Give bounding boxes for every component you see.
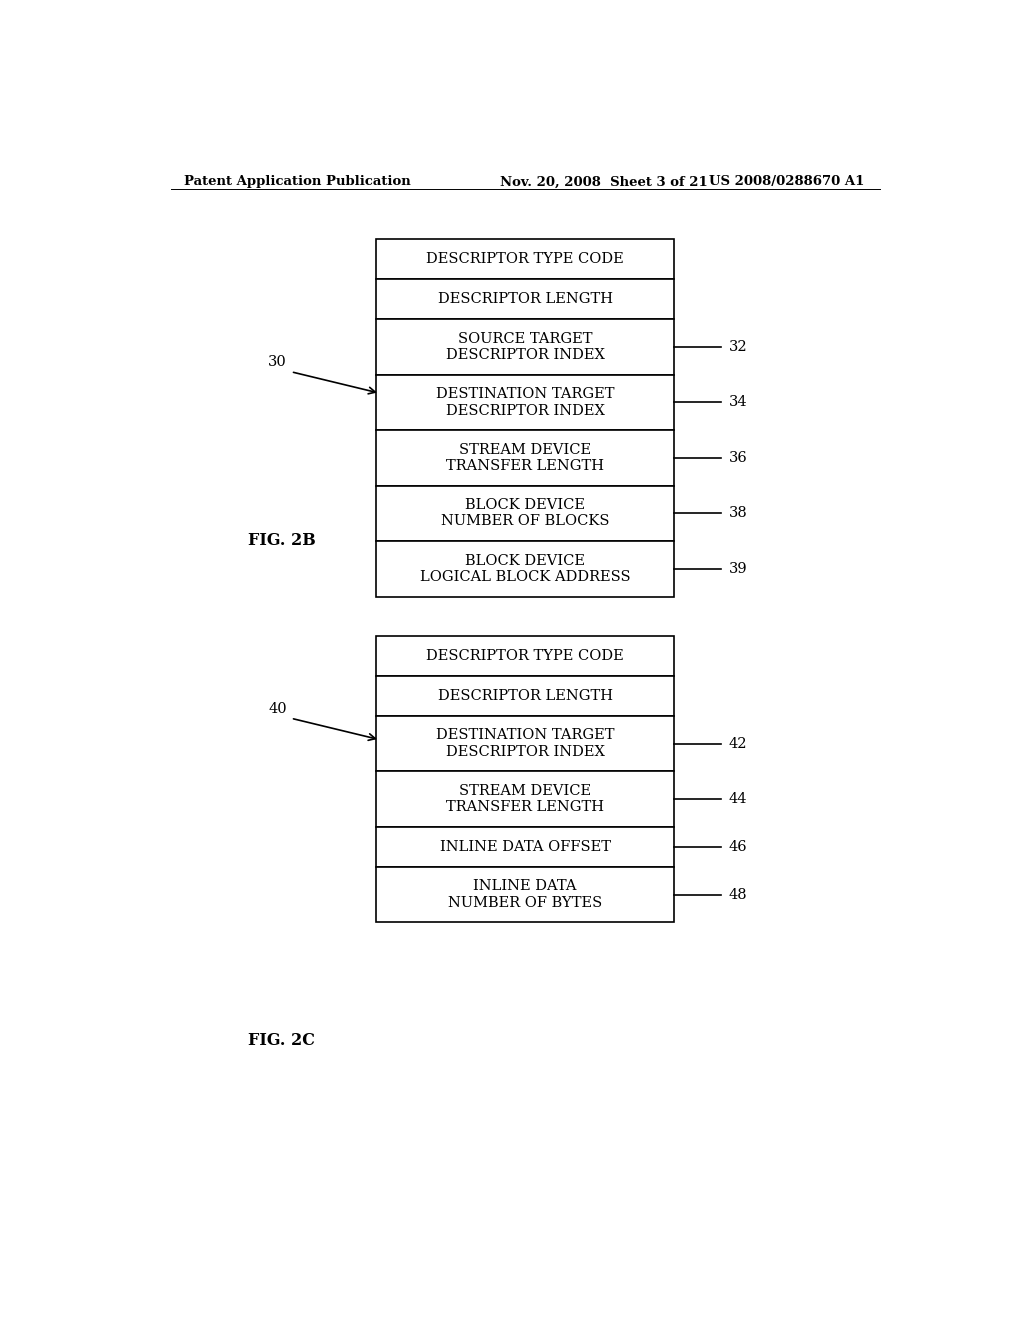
Text: DESCRIPTOR LENGTH: DESCRIPTOR LENGTH bbox=[437, 689, 612, 702]
Text: DESTINATION TARGET
DESCRIPTOR INDEX: DESTINATION TARGET DESCRIPTOR INDEX bbox=[436, 729, 614, 759]
Bar bbox=[376, 715, 675, 771]
Text: 38: 38 bbox=[729, 507, 748, 520]
Text: Patent Application Publication: Patent Application Publication bbox=[183, 176, 411, 189]
Text: BLOCK DEVICE
LOGICAL BLOCK ADDRESS: BLOCK DEVICE LOGICAL BLOCK ADDRESS bbox=[420, 553, 631, 583]
Bar bbox=[376, 867, 675, 923]
Text: BLOCK DEVICE
NUMBER OF BLOCKS: BLOCK DEVICE NUMBER OF BLOCKS bbox=[441, 498, 609, 528]
Text: 36: 36 bbox=[729, 451, 748, 465]
Bar bbox=[376, 319, 675, 375]
Text: 30: 30 bbox=[268, 355, 287, 370]
Bar bbox=[376, 541, 675, 597]
Text: Nov. 20, 2008  Sheet 3 of 21: Nov. 20, 2008 Sheet 3 of 21 bbox=[500, 176, 708, 189]
Text: STREAM DEVICE
TRANSFER LENGTH: STREAM DEVICE TRANSFER LENGTH bbox=[446, 442, 604, 473]
Text: 42: 42 bbox=[729, 737, 748, 751]
Text: 40: 40 bbox=[268, 702, 287, 715]
Text: STREAM DEVICE
TRANSFER LENGTH: STREAM DEVICE TRANSFER LENGTH bbox=[446, 784, 604, 814]
Bar bbox=[376, 636, 675, 676]
Bar bbox=[376, 375, 675, 430]
Text: DESCRIPTOR TYPE CODE: DESCRIPTOR TYPE CODE bbox=[426, 649, 624, 663]
Text: 34: 34 bbox=[729, 396, 748, 409]
Bar bbox=[376, 676, 675, 715]
Text: DESCRIPTOR LENGTH: DESCRIPTOR LENGTH bbox=[437, 292, 612, 306]
Text: DESTINATION TARGET
DESCRIPTOR INDEX: DESTINATION TARGET DESCRIPTOR INDEX bbox=[436, 387, 614, 417]
Bar bbox=[376, 486, 675, 541]
Text: 39: 39 bbox=[729, 562, 748, 576]
Text: INLINE DATA OFFSET: INLINE DATA OFFSET bbox=[439, 840, 610, 854]
Text: FIG. 2C: FIG. 2C bbox=[248, 1032, 315, 1049]
Bar bbox=[376, 430, 675, 486]
Text: 44: 44 bbox=[729, 792, 748, 807]
Text: 46: 46 bbox=[729, 840, 748, 854]
Text: DESCRIPTOR TYPE CODE: DESCRIPTOR TYPE CODE bbox=[426, 252, 624, 267]
Bar bbox=[376, 771, 675, 826]
Text: INLINE DATA
NUMBER OF BYTES: INLINE DATA NUMBER OF BYTES bbox=[449, 879, 602, 909]
Text: US 2008/0288670 A1: US 2008/0288670 A1 bbox=[709, 176, 864, 189]
Bar bbox=[376, 280, 675, 319]
Text: FIG. 2B: FIG. 2B bbox=[248, 532, 315, 549]
Bar bbox=[376, 239, 675, 280]
Text: SOURCE TARGET
DESCRIPTOR INDEX: SOURCE TARGET DESCRIPTOR INDEX bbox=[445, 331, 604, 362]
Text: 48: 48 bbox=[729, 887, 748, 902]
Bar bbox=[376, 826, 675, 867]
Text: 32: 32 bbox=[729, 341, 748, 354]
